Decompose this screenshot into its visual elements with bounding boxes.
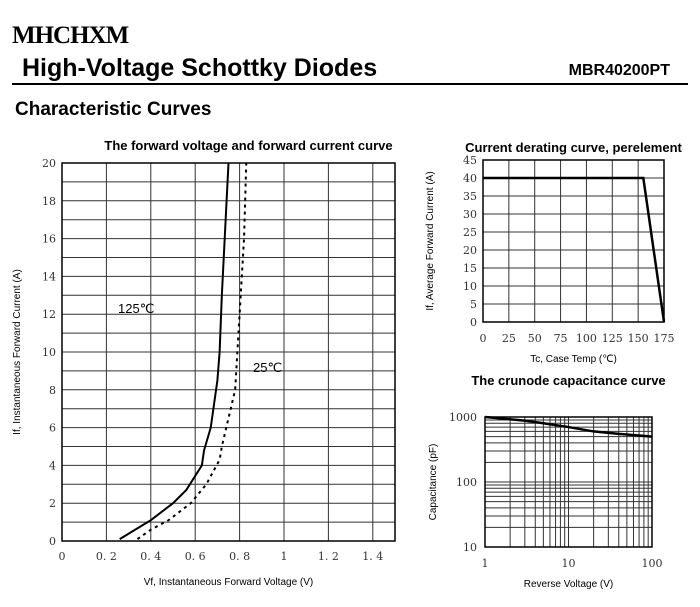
y-tick-label: 20 xyxy=(463,244,477,257)
brand-logo: MHCHXM xyxy=(12,22,129,49)
x-tick-label: 0. 2 xyxy=(96,550,117,563)
x-tick-label: 125 xyxy=(602,332,623,345)
series-line xyxy=(484,415,653,438)
y-tick-label: 35 xyxy=(463,190,477,203)
x-tick-label: 150 xyxy=(628,332,649,345)
series-label-25c: 25℃ xyxy=(253,360,282,375)
y-axis-label: If, Instantaneous Forward Current (A) xyxy=(12,269,23,435)
y-tick-label: 15 xyxy=(463,262,477,275)
y-tick-label: 2 xyxy=(49,497,56,510)
y-tick-label: 5 xyxy=(470,298,477,311)
y-axis-label: If, Average Forward Current (A) xyxy=(425,171,436,310)
y-axis-label: Capacitance (pF) xyxy=(428,444,439,521)
x-tick-label: 100 xyxy=(576,332,597,345)
x-tick-label: 50 xyxy=(528,332,542,345)
chart-title: Current derating curve, perelement xyxy=(465,140,682,155)
x-tick-label: 1. 2 xyxy=(318,550,339,563)
x-tick-label: 0. 6 xyxy=(185,550,206,563)
y-tick-label: 10 xyxy=(42,346,56,359)
x-axis-label: Vf, Instantaneous Forward Voltage (V) xyxy=(144,577,314,588)
y-tick-label: 45 xyxy=(463,154,477,167)
x-tick-label: 175 xyxy=(654,332,675,345)
y-tick-label: 25 xyxy=(463,226,477,239)
x-tick-label: 0. 8 xyxy=(229,550,250,563)
y-tick-label: 6 xyxy=(49,422,56,435)
y-tick-label: 0 xyxy=(470,316,477,329)
y-tick-label: 16 xyxy=(42,233,56,246)
chart-title: The forward voltage and forward current … xyxy=(104,138,392,153)
x-tick-label: 10 xyxy=(562,557,576,570)
x-tick-label: 0. 4 xyxy=(140,550,161,563)
y-tick-label: 18 xyxy=(42,195,56,208)
y-tick-label: 40 xyxy=(463,172,477,185)
y-tick-label: 10 xyxy=(463,280,477,293)
part-number: MBR40200PT xyxy=(568,62,670,79)
page-title: High-Voltage Schottky Diodes xyxy=(22,54,378,82)
y-tick-label: 20 xyxy=(42,157,56,170)
x-tick-label: 75 xyxy=(554,332,568,345)
y-tick-label: 14 xyxy=(42,270,56,283)
series-line xyxy=(119,162,230,540)
x-tick-label: 0 xyxy=(59,550,66,563)
header-rule xyxy=(12,83,688,85)
x-axis-label: Tc, Case Temp (℃) xyxy=(530,354,617,365)
series-label-125c: 125℃ xyxy=(118,301,154,316)
x-axis-label: Reverse Voltage (V) xyxy=(524,579,614,590)
x-tick-label: 1. 4 xyxy=(362,550,383,563)
series-line xyxy=(483,176,666,323)
x-tick-label: 1 xyxy=(482,557,489,570)
series-line xyxy=(136,162,248,540)
x-tick-label: 0 xyxy=(480,332,487,345)
y-tick-label: 30 xyxy=(463,208,477,221)
x-tick-label: 1 xyxy=(281,550,288,563)
y-tick-label: 4 xyxy=(49,459,56,472)
plot-frame xyxy=(484,416,653,548)
chart-title: The crunode capacitance curve xyxy=(471,373,665,388)
section-title: Characteristic Curves xyxy=(15,99,212,120)
x-tick-label: 25 xyxy=(502,332,516,345)
y-tick-label: 10 xyxy=(463,541,477,554)
y-tick-label: 0 xyxy=(49,535,56,548)
plot-frame xyxy=(482,159,665,323)
y-tick-label: 12 xyxy=(42,308,56,321)
y-tick-label: 8 xyxy=(49,384,56,397)
y-tick-label: 1000 xyxy=(449,411,477,424)
x-tick-label: 100 xyxy=(642,557,663,570)
y-tick-label: 100 xyxy=(456,476,477,489)
